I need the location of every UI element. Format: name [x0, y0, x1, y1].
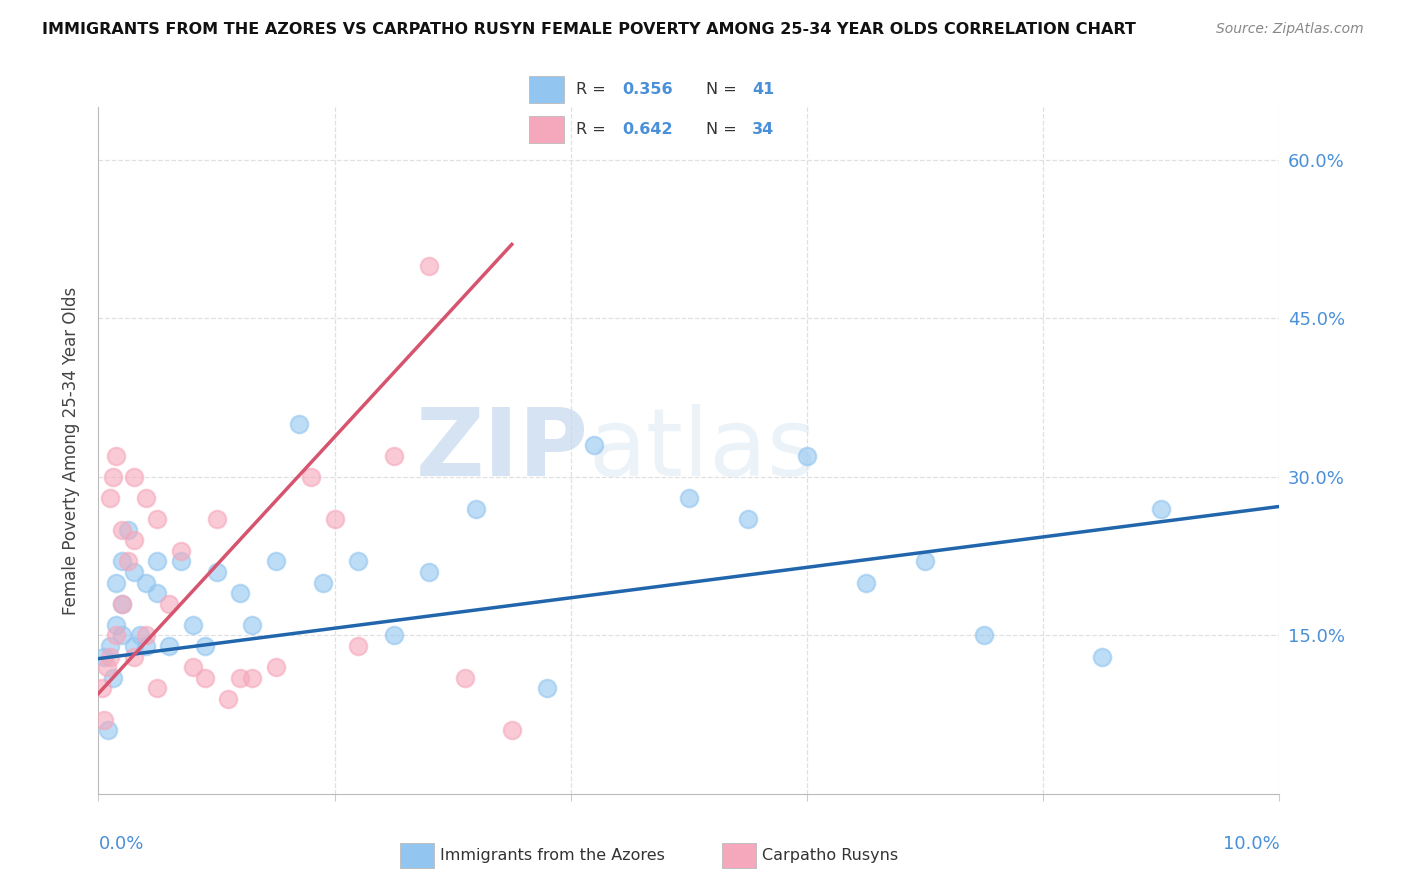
Bar — [399, 843, 434, 868]
Point — [240, 617, 263, 632]
Point — [194, 671, 217, 685]
Text: N =: N = — [706, 82, 742, 97]
Text: ZIP: ZIP — [416, 404, 589, 497]
Point — [312, 575, 335, 590]
Point — [105, 628, 128, 642]
Point — [128, 628, 150, 642]
Text: Immigrants from the Azores: Immigrants from the Azores — [440, 848, 665, 863]
Point — [122, 649, 145, 664]
Text: R =: R = — [576, 122, 610, 137]
Point — [111, 554, 134, 568]
Point — [146, 512, 169, 526]
Point — [93, 649, 115, 664]
Point — [217, 691, 239, 706]
Point — [181, 660, 204, 674]
Point — [205, 565, 228, 579]
Point — [101, 470, 124, 484]
Point — [536, 681, 558, 696]
Point — [229, 671, 252, 685]
Point — [111, 597, 134, 611]
Point — [205, 512, 228, 526]
Text: 41: 41 — [752, 82, 775, 97]
Point — [98, 639, 121, 653]
Point — [347, 639, 370, 653]
Point — [97, 723, 120, 738]
Point — [288, 417, 311, 431]
Point — [229, 586, 252, 600]
Point — [135, 491, 157, 505]
Point — [453, 671, 475, 685]
Point — [157, 597, 180, 611]
Text: 0.0%: 0.0% — [98, 835, 143, 853]
Point — [501, 723, 523, 738]
Point — [323, 512, 346, 526]
Point — [796, 449, 818, 463]
Point — [181, 617, 204, 632]
Point — [382, 628, 405, 642]
Point — [117, 554, 139, 568]
Bar — [530, 116, 564, 143]
Point — [347, 554, 370, 568]
Point — [122, 639, 145, 653]
Point — [737, 512, 759, 526]
Y-axis label: Female Poverty Among 25-34 Year Olds: Female Poverty Among 25-34 Year Olds — [62, 286, 80, 615]
Point — [264, 554, 287, 568]
Point — [117, 523, 139, 537]
Point — [194, 639, 217, 653]
Text: N =: N = — [706, 122, 742, 137]
Text: R =: R = — [576, 82, 610, 97]
Text: atlas: atlas — [589, 404, 817, 497]
Point — [299, 470, 322, 484]
Point — [91, 681, 114, 696]
Point — [93, 713, 115, 727]
Point — [98, 649, 121, 664]
Point — [418, 259, 440, 273]
Point — [122, 470, 145, 484]
Bar — [530, 76, 564, 103]
Point — [111, 523, 134, 537]
Point — [96, 660, 118, 674]
Text: 0.356: 0.356 — [623, 82, 673, 97]
Text: 0.642: 0.642 — [623, 122, 673, 137]
Point — [135, 639, 157, 653]
Point — [111, 628, 134, 642]
Point — [418, 565, 440, 579]
Point — [855, 575, 877, 590]
Bar — [721, 843, 755, 868]
Point — [382, 449, 405, 463]
Point — [146, 681, 169, 696]
Point — [973, 628, 995, 642]
Point — [101, 671, 124, 685]
Point — [1091, 649, 1114, 664]
Point — [583, 438, 606, 452]
Point — [105, 617, 128, 632]
Text: 34: 34 — [752, 122, 775, 137]
Point — [170, 544, 193, 558]
Point — [465, 501, 488, 516]
Point — [146, 586, 169, 600]
Point — [105, 575, 128, 590]
Point — [157, 639, 180, 653]
Point — [135, 575, 157, 590]
Point — [111, 597, 134, 611]
Text: 10.0%: 10.0% — [1223, 835, 1279, 853]
Text: Source: ZipAtlas.com: Source: ZipAtlas.com — [1216, 22, 1364, 37]
Point — [146, 554, 169, 568]
Point — [678, 491, 700, 505]
Point — [122, 533, 145, 548]
Text: IMMIGRANTS FROM THE AZORES VS CARPATHO RUSYN FEMALE POVERTY AMONG 25-34 YEAR OLD: IMMIGRANTS FROM THE AZORES VS CARPATHO R… — [42, 22, 1136, 37]
Point — [240, 671, 263, 685]
Point — [105, 449, 128, 463]
Text: Carpatho Rusyns: Carpatho Rusyns — [762, 848, 898, 863]
Point — [914, 554, 936, 568]
Point — [1150, 501, 1173, 516]
Point — [170, 554, 193, 568]
Point — [135, 628, 157, 642]
Point — [122, 565, 145, 579]
Point — [98, 491, 121, 505]
Point — [264, 660, 287, 674]
